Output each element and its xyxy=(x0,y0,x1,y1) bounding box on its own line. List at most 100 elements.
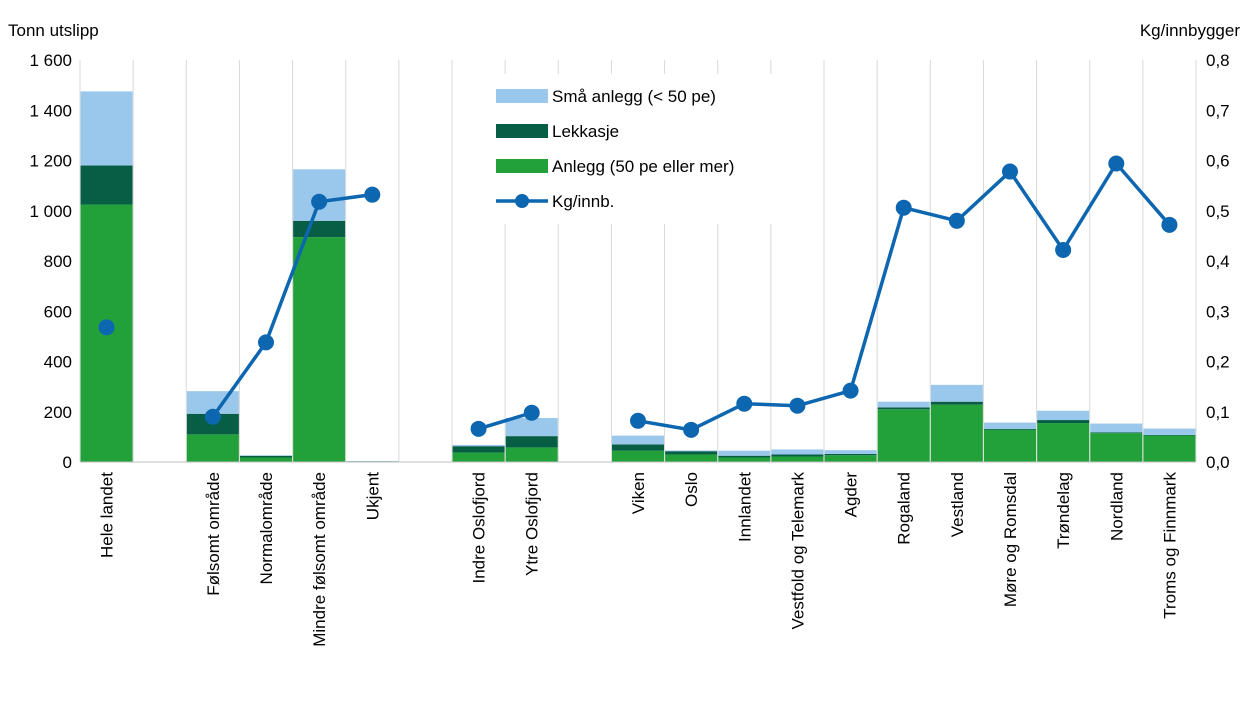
bar-segment xyxy=(452,446,505,453)
category-label: Viken xyxy=(629,472,648,514)
line-point xyxy=(683,421,700,438)
bar-segment xyxy=(612,444,664,451)
category-label: Vestfold og Telemark xyxy=(788,472,807,630)
line-point xyxy=(1055,241,1072,258)
bar-segment xyxy=(665,451,718,455)
category-label: Trøndelag xyxy=(1054,472,1073,549)
left-tick-label: 400 xyxy=(44,353,72,372)
bar-segment xyxy=(505,436,558,448)
category-label: Oslo xyxy=(682,472,701,507)
bar-segment xyxy=(718,455,771,458)
legend-swatch xyxy=(496,159,548,173)
right-axis-title: Kg/innbygger xyxy=(1140,21,1241,40)
bar-segment xyxy=(1090,433,1143,462)
bar-segment xyxy=(718,450,771,456)
category-label: Normalområde xyxy=(257,472,276,584)
line-segment xyxy=(211,192,373,418)
left-tick-label: 1 600 xyxy=(29,51,72,70)
bar-segment xyxy=(930,401,983,405)
bar-segment xyxy=(877,407,930,410)
category-label: Møre og Romsdal xyxy=(1001,472,1020,607)
left-tick-label: 200 xyxy=(44,403,72,422)
category-label: Ytre Oslofjord xyxy=(523,472,542,576)
bar-segment xyxy=(612,435,664,445)
bar-segment xyxy=(240,455,292,456)
bar-segment xyxy=(930,384,983,402)
left-tick-label: 0 xyxy=(63,453,72,472)
bar-segment xyxy=(1143,435,1196,462)
bar-segment xyxy=(984,429,1036,462)
line-point xyxy=(470,420,487,437)
bar-segment xyxy=(930,404,983,462)
line-point xyxy=(1161,216,1178,233)
category-label: Ukjent xyxy=(363,472,382,520)
line-point xyxy=(736,395,753,412)
bar-segment xyxy=(1037,410,1090,421)
bar-segment xyxy=(452,444,505,447)
bar-segment xyxy=(1037,420,1090,424)
bar-segment xyxy=(771,456,824,462)
line-point xyxy=(630,412,646,429)
bar-segment xyxy=(824,455,877,462)
line-point xyxy=(948,212,965,229)
bar-segment xyxy=(80,165,133,205)
line-point xyxy=(842,382,859,399)
bar-segment xyxy=(186,434,239,462)
right-tick-label: 0,0 xyxy=(1206,453,1230,472)
bar-segment xyxy=(293,237,346,462)
left-tick-label: 1 000 xyxy=(29,202,72,221)
kg-per-capita-line xyxy=(98,155,1178,438)
category-label: Indre Oslofjord xyxy=(470,472,489,584)
right-tick-label: 0,2 xyxy=(1206,353,1230,372)
legend-label: Små anlegg (< 50 pe) xyxy=(552,87,716,106)
line-point xyxy=(1002,163,1018,180)
legend-swatch xyxy=(496,89,548,103)
bar-segment xyxy=(771,449,824,455)
stacked-bars xyxy=(80,91,1196,462)
line-point xyxy=(204,408,221,425)
line-point xyxy=(523,404,540,421)
category-label: Nordland xyxy=(1107,472,1126,541)
axes: 0 200 400 600 800 1 000 1 200 1 400 1 600 0,0 0,1 0… xyxy=(29,51,1229,647)
legend: Små anlegg (< 50 pe) Lekkasje Anlegg (50 p… xyxy=(480,74,808,224)
bar-segment xyxy=(505,418,558,437)
legend-swatch xyxy=(496,124,548,138)
legend-label: Kg/innb. xyxy=(552,192,614,211)
bar-segment xyxy=(665,454,718,462)
category-label: Følsomt område xyxy=(204,472,223,596)
bar-segment xyxy=(1090,432,1143,434)
bar-segment xyxy=(240,457,292,462)
bar-segment xyxy=(452,452,505,462)
left-tick-label: 1 400 xyxy=(29,101,72,120)
right-tick-label: 0,5 xyxy=(1206,202,1230,221)
bar-segment xyxy=(877,409,930,462)
category-label: Rogaland xyxy=(895,472,914,545)
bar-segment xyxy=(80,91,133,166)
bar-segment xyxy=(771,454,824,457)
line-point xyxy=(311,193,328,210)
line-point xyxy=(789,397,806,414)
bar-segment xyxy=(877,401,930,408)
left-tick-label: 1 200 xyxy=(29,152,72,171)
bar-segment xyxy=(1143,434,1196,436)
right-tick-label: 0,6 xyxy=(1206,152,1230,171)
left-axis-title: Tonn utslipp xyxy=(8,21,99,40)
category-label: Agder xyxy=(842,472,861,518)
bar-segment xyxy=(293,220,346,238)
bar-segment xyxy=(718,457,771,462)
bar-segment xyxy=(1090,423,1143,433)
right-tick-label: 0,1 xyxy=(1206,403,1230,422)
right-tick-label: 0,4 xyxy=(1206,252,1230,271)
category-label: Troms og Finnmark xyxy=(1160,472,1179,619)
left-tick-label: 600 xyxy=(44,302,72,321)
line-point xyxy=(895,199,912,216)
legend-label: Lekkasje xyxy=(552,122,619,141)
right-tick-label: 0,7 xyxy=(1206,101,1230,120)
line-point xyxy=(1108,155,1125,172)
bar-segment xyxy=(612,450,664,462)
category-label: Hele landet xyxy=(98,472,117,558)
bar-segment xyxy=(240,455,292,458)
category-label: Innlandet xyxy=(735,472,754,542)
category-label: Mindre følsomt område xyxy=(310,472,329,647)
